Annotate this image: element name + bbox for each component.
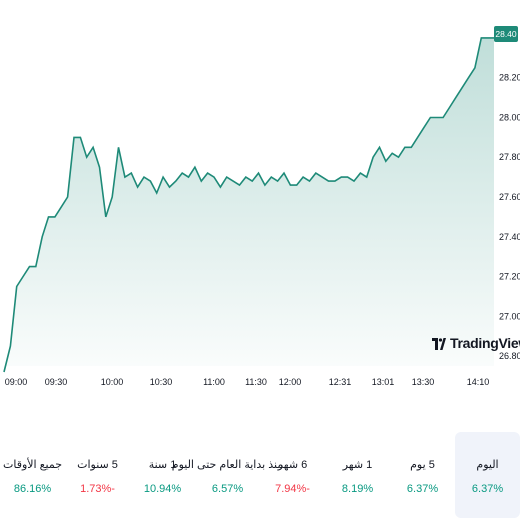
period-change-value: 6.57%: [211, 483, 244, 495]
period-change-value: 6.37%: [406, 483, 439, 495]
y-tick-label: 27.40: [499, 232, 520, 242]
brand-name: TradingView: [450, 335, 520, 351]
period-tab[interactable]: 1 شهر 8.19%: [325, 432, 390, 518]
period-label: منذ بداية العام حتى اليوم: [171, 459, 284, 471]
y-tick-label: 28.20: [499, 73, 520, 83]
y-tick-label: 26.80: [499, 351, 520, 361]
period-change-value: 7.94%-: [275, 483, 310, 495]
period-tab[interactable]: منذ بداية العام حتى اليوم 6.57%: [172, 432, 283, 518]
period-tab[interactable]: اليوم 6.37%: [455, 432, 520, 518]
price-area-fill: [4, 37, 494, 373]
x-tick-label: 11:00: [203, 377, 225, 385]
period-label: 5 يوم: [410, 459, 435, 471]
period-label: 1 سنة: [148, 459, 177, 471]
price-chart[interactable]: 28.20 28.00 27.80 27.60 27.40 27.20 27.00 26.80…: [0, 0, 520, 385]
tradingview-icon: [432, 337, 446, 350]
y-tick-label: 28.00: [499, 113, 520, 123]
y-tick-label: 27.20: [499, 272, 520, 282]
x-tick-label: 13:01: [372, 377, 395, 385]
period-label: جميع الأوقات: [3, 459, 62, 471]
x-tick-label: 11:30: [245, 377, 267, 385]
x-tick-label: 09:00: [5, 377, 28, 385]
period-change-value: 1.73%-: [80, 483, 115, 495]
x-tick-label: 12:31: [329, 377, 352, 385]
last-price-badge: 28.40: [494, 26, 518, 42]
y-tick-label: 27.60: [499, 192, 520, 202]
x-tick-label: 09:30: [45, 377, 68, 385]
period-label: اليوم: [476, 459, 499, 471]
performance-periods: اليوم 6.37% 5 يوم 6.37% 1 شهر 8.19% 6 شهر 7.94%…: [0, 432, 520, 518]
period-tab[interactable]: 5 سنوات 1.73%-: [65, 432, 130, 518]
x-tick-label: 10:00: [101, 377, 124, 385]
price-line: [3, 37, 494, 373]
x-tick-label: 10:30: [150, 377, 173, 385]
x-tick-label: 12:00: [279, 377, 302, 385]
period-tab[interactable]: جميع الأوقات 86.16%: [0, 432, 65, 518]
tradingview-logo[interactable]: TradingView: [432, 335, 520, 351]
period-change-value: 86.16%: [13, 483, 52, 495]
period-tab[interactable]: 1 سنة 10.94%: [130, 432, 195, 518]
chart-svg: 28.20 28.00 27.80 27.60 27.40 27.20 27.00 26.80…: [3, 37, 520, 385]
period-tab[interactable]: 6 شهر 7.94%-: [260, 432, 325, 518]
y-tick-label: 27.80: [499, 152, 520, 162]
period-label: 5 سنوات: [77, 459, 118, 471]
period-change-value: 10.94%: [143, 483, 182, 495]
period-label: 1 شهر: [342, 459, 373, 471]
period-tab[interactable]: 5 يوم 6.37%: [390, 432, 455, 518]
y-tick-label: 27.00: [499, 311, 520, 321]
period-change-value: 8.19%: [341, 483, 374, 495]
period-label: 6 شهر: [277, 459, 308, 471]
x-tick-label: 13:30: [412, 377, 435, 385]
x-tick-label: 14:10: [467, 377, 490, 385]
period-change-value: 6.37%: [471, 483, 504, 495]
